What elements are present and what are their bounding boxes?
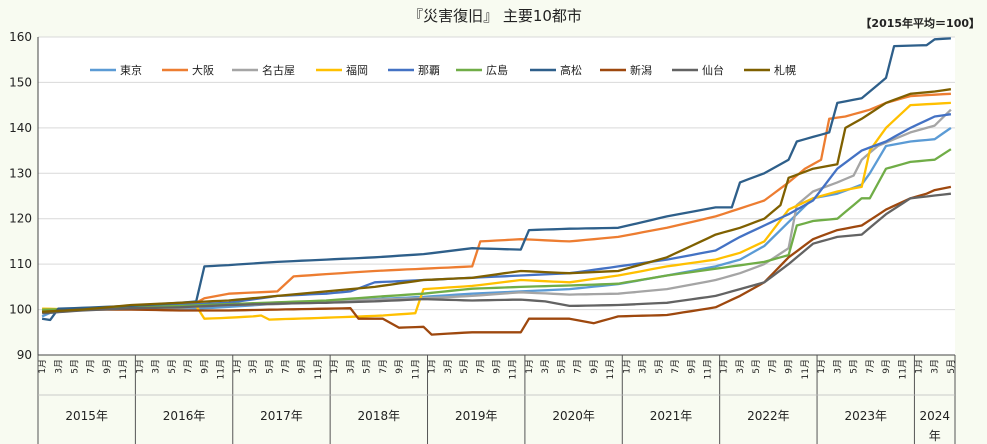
x-month-label: 9月 [199,359,210,374]
axes: 90 100 110 120 130 140 150 160 1月 3月 5月 7月 9月 11月 2015… [9,30,957,444]
x-month-label: 3月 [443,359,454,374]
y-tick-label: 160 [9,30,32,44]
series-line [42,192,952,315]
y-tick-label: 100 [9,303,32,317]
x-month-label: 3月 [735,359,746,374]
legend-label: 広島 [486,63,508,77]
y-tick-label: 140 [9,121,32,135]
x-month-label: 7月 [475,359,486,374]
x-month-label: 1月 [134,359,145,374]
x-month-label: 9月 [297,359,308,374]
x-month-label: 1月 [329,359,340,374]
series-lines [41,37,952,336]
legend-label: 福岡 [346,63,368,77]
legend-label: 仙台 [702,63,724,77]
x-year-label: 2020年 [552,409,595,423]
legend: 東京 大阪 名古屋 福岡 那覇 広島 高松 新潟 仙台 札幌 [90,63,796,77]
x-month-label: 11月 [410,359,421,379]
x-year-label: 2022年 [747,409,790,423]
x-year-label: 2023年 [844,409,887,423]
y-tick-label: 150 [9,75,32,89]
x-month-label: 1月 [232,359,243,374]
x-month-label: 7月 [865,359,876,374]
x-month-label: 11月 [216,359,227,379]
x-month-label: 3月 [638,359,649,374]
x-month-label: 9月 [686,359,697,374]
legend-label: 大阪 [192,63,214,77]
x-year-label: 2016年 [163,409,206,423]
series-line [42,148,952,311]
legend-label: 新潟 [630,63,652,77]
x-month-label: 1月 [913,359,924,374]
x-month-label: 7月 [573,359,584,374]
legend-label: 高松 [560,63,582,77]
x-month-label: 9月 [102,359,113,374]
y-tick-label: 120 [9,212,32,226]
legend-label: 札幌 [774,63,796,77]
x-month-label: 11月 [508,359,519,379]
x-month-label: 7月 [281,359,292,374]
x-month-label: 1月 [816,359,827,374]
x-month-label: 5月 [70,359,81,374]
x-year-label: 2015年 [65,409,108,423]
legend-label: 名古屋 [262,63,295,77]
series-line [42,185,952,336]
x-month-label: 3月 [832,359,843,374]
x-month-label: 9月 [881,359,892,374]
x-month-label: 7月 [767,359,778,374]
series-line [41,126,952,318]
unit-note: 【2015年平均＝100】 [860,16,980,30]
x-month-label: 3月 [248,359,259,374]
x-month-label: 9月 [589,359,600,374]
x-month-label: 11月 [897,359,908,379]
x-month-label: 5月 [654,359,665,374]
x-month-label: 11月 [702,359,713,379]
x-month-label: 5月 [167,359,178,374]
x-month-label: 5月 [849,359,860,374]
y-tick-label: 90 [17,348,32,362]
x-month-label: 7月 [86,359,97,374]
x-month-label: 3月 [930,359,941,374]
chart-title: 『災害復旧』 主要10都市 [408,7,582,25]
x-month-label: 9月 [492,359,503,374]
x-month-label: 1月 [427,359,438,374]
x-month-label: 7月 [670,359,681,374]
x-month-label: 1月 [719,359,730,374]
x-month-label: 5月 [751,359,762,374]
x-month-label: 5月 [264,359,275,374]
x-month-label: 7月 [378,359,389,374]
series-line [42,88,952,313]
x-month-label: 5月 [946,359,957,374]
x-month-label: 3月 [345,359,356,374]
x-month-label: 11月 [313,359,324,379]
x-year-label: 2024 [919,409,950,423]
x-month-label: 5月 [556,359,567,374]
x-month-label: 11月 [605,359,616,379]
x-year-label: 2018年 [358,409,401,423]
x-month-label: 3月 [53,359,64,374]
x-month-label: 5月 [459,359,470,374]
x-month-label: 3月 [540,359,551,374]
legend-label: 那覇 [418,64,440,77]
x-month-label: 1月 [524,359,535,374]
x-month-label: 1月 [621,359,632,374]
x-month-label: 7月 [183,359,194,374]
x-year-label: 2021年 [650,409,693,423]
x-month-label: 11月 [118,359,129,379]
x-month-label: 9月 [394,359,405,374]
y-tick-label: 130 [9,166,32,180]
x-year-label: 2017年 [260,409,303,423]
legend-label: 東京 [120,63,142,77]
x-month-label: 11月 [800,359,811,379]
x-month-label: 5月 [362,359,373,374]
x-year-label: 2019年 [455,409,498,423]
x-year-label-suffix: 年 [929,429,941,443]
x-month-label: 9月 [784,359,795,374]
y-tick-label: 110 [9,257,32,271]
x-month-label: 1月 [37,359,48,374]
x-month-label: 3月 [151,359,162,374]
